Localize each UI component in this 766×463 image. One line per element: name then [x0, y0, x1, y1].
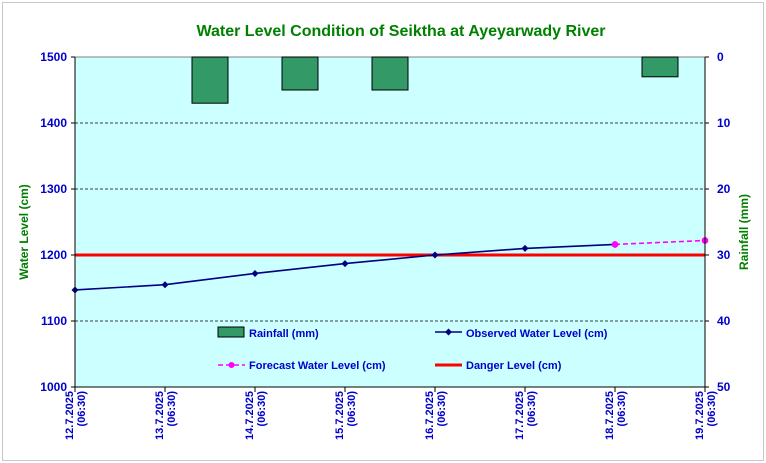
legend-marker-forecast — [228, 362, 235, 368]
rainfall-bar — [371, 56, 409, 91]
y-tick-label-right: 10 — [717, 116, 731, 130]
rainfall-bar — [191, 56, 229, 104]
legend-swatch-rainfall — [217, 326, 245, 338]
x-tick-label: 13.7.2025 (06:30) — [154, 391, 178, 440]
x-tick-date: 18.7.2025 — [604, 391, 616, 440]
observed-point — [431, 251, 439, 259]
legend-label-observed: Observed Water Level (cm) — [466, 328, 608, 340]
x-tick-label: 16.7.2025 (06:30) — [424, 391, 448, 440]
x-tick-time: (06:30) — [706, 391, 718, 427]
y-tick-label-left: 1100 — [41, 314, 67, 328]
legend-label-forecast: Forecast Water Level (cm) — [249, 360, 386, 372]
chart-title: Water Level Condition of Seiktha at Ayey… — [197, 23, 606, 40]
y-tick-label-right: 40 — [717, 314, 731, 328]
rainfall-bars — [191, 56, 679, 104]
x-tick-date: 13.7.2025 — [154, 391, 166, 440]
axes: 1000 1100 1200 1300 1400 1500 0 10 20 30 40 50 12.7.… — [40, 50, 730, 440]
y-tick-label-right: 0 — [717, 50, 724, 64]
x-tick-time: (06:30) — [436, 391, 448, 427]
x-tick-time: (06:30) — [256, 391, 268, 427]
x-tick-time: (06:30) — [166, 391, 178, 427]
y-axis-title-left: Water Level (cm) — [17, 184, 31, 280]
forecast-point — [611, 241, 619, 248]
legend-label-rainfall: Rainfall (mm) — [249, 328, 319, 340]
x-tick-date: 16.7.2025 — [424, 391, 436, 440]
x-tick-label: 18.7.2025 (06:30) — [604, 391, 628, 440]
x-tick-time: (06:30) — [346, 391, 358, 427]
observed-point — [341, 260, 349, 268]
observed-point — [521, 244, 529, 252]
y-tick-label-right: 30 — [717, 248, 731, 262]
observed-point — [251, 269, 259, 277]
x-tick-time: (06:30) — [616, 391, 628, 427]
legend-marker-observed — [445, 328, 452, 336]
legend-label-danger: Danger Level (cm) — [466, 360, 562, 372]
y-tick-label-right: 50 — [717, 380, 731, 394]
x-tick-time: (06:30) — [526, 391, 538, 427]
x-tick-date: 19.7.2025 — [694, 391, 706, 440]
y-tick-label-left: 1200 — [40, 248, 67, 262]
rainfall-bar — [641, 56, 679, 78]
x-tick-date: 14.7.2025 — [244, 391, 256, 440]
observed-point — [161, 281, 169, 289]
x-tick-label: 17.7.2025 (06:30) — [514, 391, 538, 440]
plot-area — [74, 56, 706, 388]
y-tick-label-left: 1000 — [40, 380, 67, 394]
forecast-line — [614, 239, 706, 246]
y-tick-label-left: 1300 — [40, 182, 67, 196]
x-tick-date: 15.7.2025 — [334, 391, 346, 440]
x-tick-label: 14.7.2025 (06:30) — [244, 391, 268, 440]
x-tick-label: 19.7.2025 (06:30) — [694, 391, 718, 440]
x-tick-date: 17.7.2025 — [514, 391, 526, 440]
x-tick-label: 15.7.2025 (06:30) — [334, 391, 358, 440]
y-tick-label-right: 20 — [717, 182, 731, 196]
rainfall-bar — [281, 56, 319, 91]
x-tick-label: 12.7.2025 (06:30) — [64, 391, 88, 440]
y-axis-title-right: Rainfall (mm) — [737, 194, 751, 270]
y-tick-label-left: 1500 — [40, 50, 67, 64]
x-tick-time: (06:30) — [76, 391, 88, 427]
x-tick-date: 12.7.2025 — [64, 391, 76, 440]
legend: Rainfall (mm) Observed Water Level (cm) Fo… — [217, 326, 608, 372]
y-tick-label-left: 1400 — [40, 116, 67, 130]
